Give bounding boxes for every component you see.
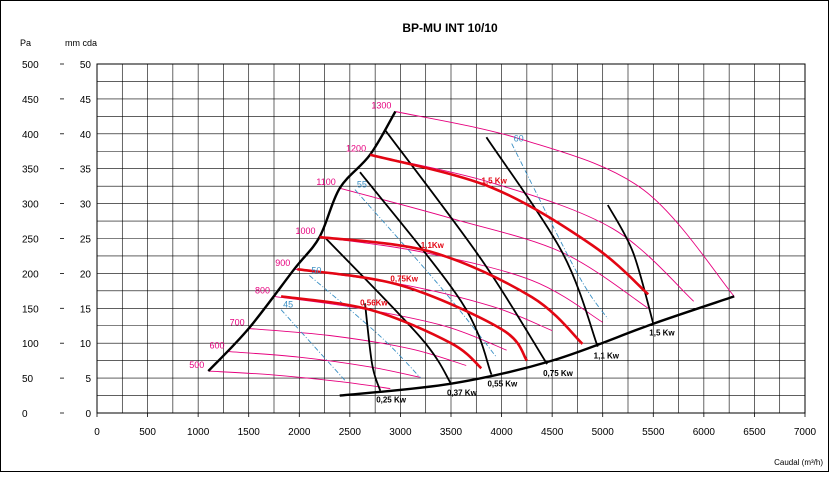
efficiency-curve-60	[511, 143, 609, 320]
x-tick-label: 3500	[440, 427, 463, 438]
power-curve-3	[369, 153, 650, 296]
speed-curve-1200	[369, 154, 695, 302]
power-limit-label: 0,75 Kw	[543, 369, 574, 378]
power-limit-line	[607, 204, 655, 324]
y-tick-label-mmcda: 15	[80, 304, 92, 315]
efficiency-curve-label: 50	[311, 265, 321, 275]
power-curve-1	[297, 267, 528, 362]
y-tick-label-mmcda: 30	[80, 200, 92, 211]
x-tick-label: 4000	[490, 427, 513, 438]
x-tick-label: 7000	[794, 427, 817, 438]
y-tick-label-pa: 300	[22, 200, 39, 211]
bottom-boundary-line	[339, 295, 735, 397]
speed-curve-1000	[319, 236, 603, 323]
y-tick-label-mmcda: 20	[80, 269, 92, 280]
efficiency-curve-label: 60	[514, 134, 524, 144]
y-axis-label-pa: Pa	[20, 38, 31, 48]
efficiency-curve-label: 55	[357, 180, 367, 190]
power-curve-label: 0,75Kw	[390, 274, 418, 283]
y-tick-label-pa: 50	[22, 374, 34, 385]
efficiency-curve-55	[354, 189, 497, 358]
y-axis-label-mmcda: mm cda	[65, 38, 97, 48]
power-curve-label: 1,1Kw	[421, 241, 445, 250]
x-tick-label: 2500	[339, 427, 362, 438]
power-limit-label: 1,1 Kw	[594, 352, 620, 361]
y-tick-label-pa: 150	[22, 304, 39, 315]
y-tick-label-mmcda: 5	[85, 374, 91, 385]
speed-curve-label: 1000	[295, 226, 315, 236]
x-tick-label: 5000	[592, 427, 615, 438]
power-limit-line	[323, 236, 452, 385]
x-tick-label: 0	[94, 427, 100, 438]
y-tick-label-pa: 100	[22, 339, 39, 350]
efficiency-curve-label: 45	[283, 300, 293, 310]
x-tick-label: 2000	[288, 427, 311, 438]
x-tick-label: 6000	[693, 427, 716, 438]
speed-curve-label: 600	[209, 341, 224, 351]
y-tick-label-pa: 250	[22, 235, 39, 246]
y-tick-label-mmcda: 10	[80, 339, 92, 350]
speed-curve-1300	[395, 111, 735, 297]
efficiency-curve-50	[309, 275, 422, 379]
power-limit-line	[485, 136, 599, 348]
power-limit-label: 0,25 Kw	[376, 396, 407, 405]
x-tick-label: 1500	[238, 427, 261, 438]
y-tick-label-pa: 200	[22, 269, 39, 280]
y-tick-label-pa: 400	[22, 130, 39, 141]
y-tick-label-pa: 0	[22, 409, 28, 420]
power-curve-0	[280, 295, 483, 370]
power-limit-line	[364, 303, 382, 391]
speed-curve-label: 700	[230, 318, 245, 328]
speed-curve-label: 1200	[346, 144, 366, 154]
speed-curve-500	[208, 370, 391, 390]
speed-curve-700	[248, 328, 467, 366]
y-tick-label-mmcda: 40	[80, 130, 92, 141]
y-tick-label-pa: 450	[22, 95, 39, 106]
x-tick-label: 1000	[187, 427, 210, 438]
power-curve-label: 1,5 Kw	[481, 177, 507, 186]
speed-curve-label: 800	[255, 285, 270, 295]
speed-curve-label: 1100	[316, 177, 335, 187]
speed-curve-label: 900	[275, 258, 290, 268]
left-boundary-line	[207, 110, 397, 372]
power-limit-label: 0,55 Kw	[487, 380, 518, 389]
y-tick-label-pa: 500	[22, 60, 39, 71]
y-tick-label-mmcda: 50	[80, 60, 92, 71]
y-tick-label-mmcda: 45	[80, 95, 92, 106]
y-tick-label-mmcda: 0	[85, 409, 91, 420]
power-curve-label: 0,56Kw	[360, 299, 388, 308]
speed-curve-1100	[339, 187, 649, 309]
x-tick-label: 500	[139, 427, 156, 438]
y-tick-label-mmcda: 35	[80, 165, 92, 176]
y-tick-label-pa: 350	[22, 165, 39, 176]
speed-curve-label: 500	[189, 360, 204, 370]
chart-title: BP-MU INT 10/10	[402, 21, 498, 35]
speed-curve-600	[228, 351, 421, 378]
x-tick-label: 6500	[743, 427, 766, 438]
y-tick-label-mmcda: 25	[80, 235, 92, 246]
power-curve-2	[319, 235, 584, 345]
power-limit-line	[384, 129, 548, 365]
x-tick-label: 5500	[642, 427, 665, 438]
x-tick-label: 4500	[541, 427, 564, 438]
power-limit-line	[359, 171, 493, 375]
power-limit-label: 1,5 Kw	[649, 329, 675, 338]
power-limit-label: 0,37 Kw	[447, 389, 478, 398]
x-axis-label: Caudal (m³/h)	[774, 458, 823, 467]
speed-curve-label: 1300	[371, 100, 391, 110]
x-tick-label: 3000	[389, 427, 412, 438]
efficiency-curve-45	[280, 309, 346, 381]
